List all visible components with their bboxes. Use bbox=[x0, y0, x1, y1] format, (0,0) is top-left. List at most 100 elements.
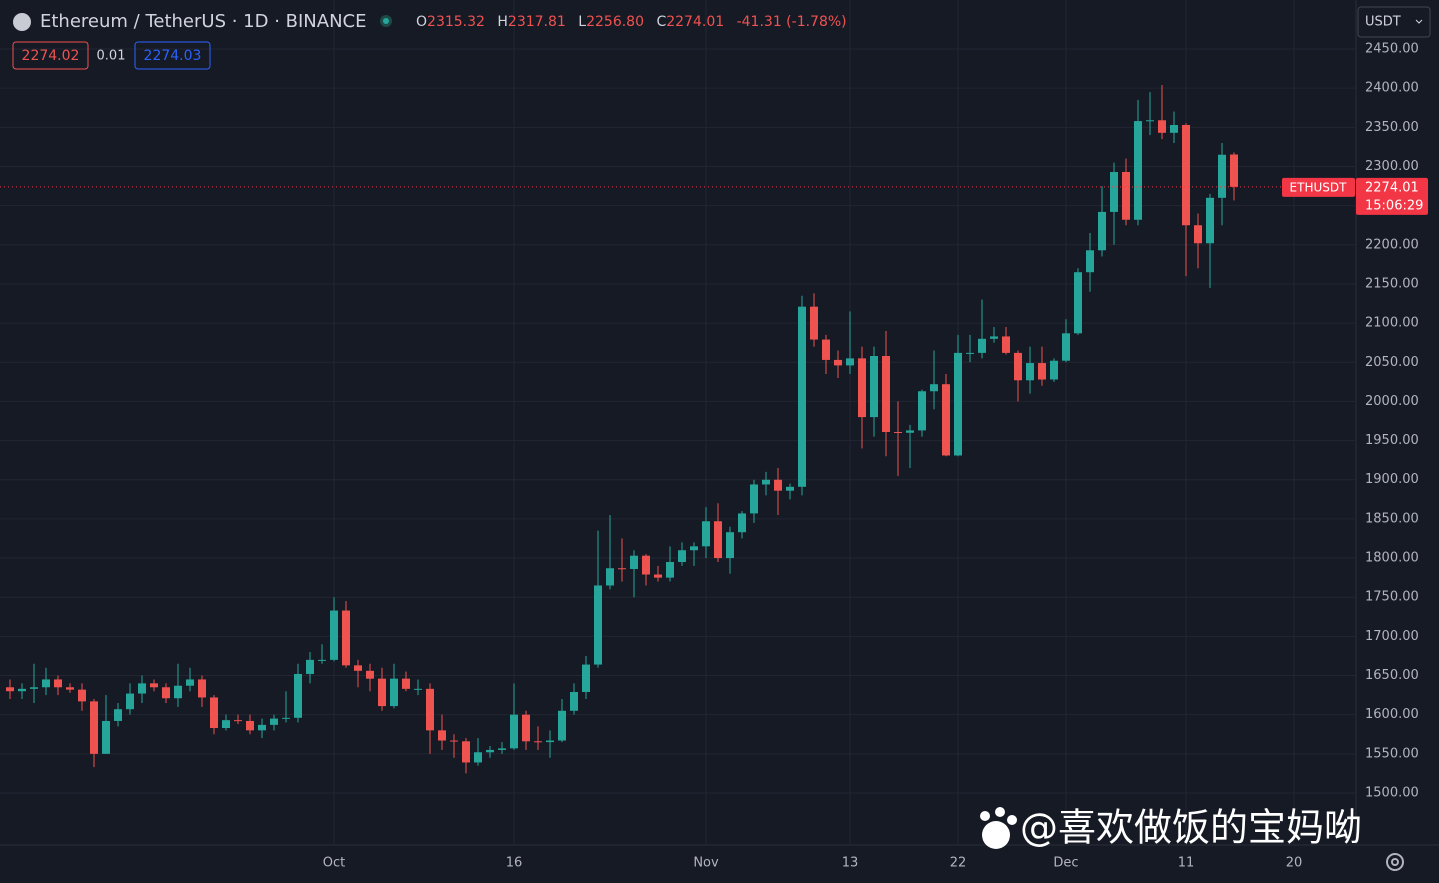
y-tick-label: 1650.00 bbox=[1365, 668, 1419, 683]
ohlc-value: 2274.01 bbox=[666, 14, 724, 30]
candle-body bbox=[1134, 121, 1142, 220]
candle-body bbox=[582, 664, 590, 692]
candle-body bbox=[474, 752, 482, 763]
candle-body bbox=[822, 339, 830, 360]
candle-body bbox=[990, 336, 998, 339]
candle-body bbox=[798, 306, 806, 487]
x-tick-label: 13 bbox=[842, 856, 859, 871]
candle-body bbox=[66, 687, 74, 690]
paw-icon bbox=[982, 821, 1010, 849]
candle-body bbox=[1050, 360, 1058, 380]
candle-body bbox=[162, 687, 170, 699]
candle-body bbox=[702, 521, 710, 547]
candle-body bbox=[270, 718, 278, 725]
candle-body bbox=[762, 479, 770, 485]
candle-body bbox=[774, 479, 782, 491]
candle-body bbox=[18, 688, 26, 692]
candle-body bbox=[1038, 363, 1046, 380]
candle-body bbox=[1146, 120, 1154, 122]
candle-body bbox=[138, 683, 146, 694]
candle-body bbox=[54, 679, 62, 688]
candle-body bbox=[1002, 336, 1010, 353]
y-tick-label: 2100.00 bbox=[1365, 316, 1419, 331]
currency-dropdown[interactable] bbox=[1357, 6, 1431, 38]
settings-icon[interactable] bbox=[1386, 853, 1404, 871]
candle-body bbox=[666, 561, 674, 578]
grid bbox=[0, 0, 1356, 845]
candle-body bbox=[606, 568, 614, 586]
countdown: 15:06:29 bbox=[1365, 198, 1423, 213]
x-tick-label: 20 bbox=[1286, 856, 1303, 871]
bid-price: 2274.02 bbox=[22, 48, 80, 64]
ohlc-value: 2317.81 bbox=[508, 14, 566, 30]
x-tick-label: 16 bbox=[506, 856, 523, 871]
y-tick-label: 1700.00 bbox=[1365, 629, 1419, 644]
candle-body bbox=[402, 678, 410, 689]
candle-body bbox=[222, 720, 230, 728]
ohlc-label: L bbox=[578, 14, 586, 30]
candle-body bbox=[150, 683, 158, 688]
candle-body bbox=[1086, 250, 1094, 273]
candle-body bbox=[678, 550, 686, 562]
candle-body bbox=[882, 356, 890, 432]
candle-body bbox=[186, 679, 194, 686]
y-tick-label: 1900.00 bbox=[1365, 472, 1419, 487]
candle-body bbox=[30, 687, 38, 689]
candle-body bbox=[726, 532, 734, 559]
candle-body bbox=[114, 709, 122, 721]
candle-body bbox=[354, 665, 362, 671]
candle-body bbox=[1026, 363, 1034, 381]
candle-body bbox=[870, 356, 878, 418]
y-tick-label: 2200.00 bbox=[1365, 237, 1419, 252]
candle-body bbox=[558, 710, 566, 741]
ohlc-label: O bbox=[416, 14, 427, 30]
y-tick-label: 1750.00 bbox=[1365, 590, 1419, 605]
candle-body bbox=[78, 689, 86, 702]
paw-toe bbox=[1007, 815, 1017, 825]
candle-body bbox=[654, 574, 662, 578]
buy-button[interactable] bbox=[134, 41, 211, 70]
candle-body bbox=[966, 352, 974, 354]
candle-body bbox=[1158, 120, 1166, 133]
candle-body bbox=[618, 568, 626, 570]
candle-body bbox=[318, 659, 326, 661]
candle-body bbox=[1122, 171, 1130, 220]
candle-body bbox=[906, 430, 914, 433]
candle-body bbox=[90, 701, 98, 754]
candle-body bbox=[438, 730, 446, 741]
candle-body bbox=[342, 610, 350, 666]
ohlc-label: H bbox=[497, 14, 508, 30]
y-tick-label: 2450.00 bbox=[1365, 42, 1419, 57]
candle-body bbox=[642, 555, 650, 575]
candle-body bbox=[414, 688, 422, 690]
ask-price: 2274.03 bbox=[144, 48, 202, 64]
candle-body bbox=[258, 724, 266, 731]
candle-body bbox=[858, 358, 866, 418]
y-tick-label: 1850.00 bbox=[1365, 511, 1419, 526]
y-tick-label: 1600.00 bbox=[1365, 707, 1419, 722]
gear-center bbox=[1391, 858, 1399, 866]
candle-body bbox=[462, 741, 470, 763]
candle-body bbox=[918, 391, 926, 431]
candles bbox=[6, 85, 1238, 774]
y-tick-label: 1550.00 bbox=[1365, 746, 1419, 761]
symbol-icon[interactable] bbox=[13, 13, 31, 31]
candle-body bbox=[450, 740, 458, 742]
candle-body bbox=[630, 555, 638, 570]
candle-body bbox=[1194, 225, 1202, 244]
candle-body bbox=[126, 693, 134, 710]
symbol-title[interactable]: Ethereum / TetherUS · 1D · BINANCE bbox=[40, 11, 366, 32]
y-tick-label: 2050.00 bbox=[1365, 355, 1419, 370]
sell-button[interactable] bbox=[12, 41, 89, 70]
y-tick-label: 2000.00 bbox=[1365, 394, 1419, 409]
y-tick-label: 2350.00 bbox=[1365, 120, 1419, 135]
candle-body bbox=[594, 585, 602, 665]
candle-body bbox=[978, 338, 986, 353]
candle-body bbox=[498, 748, 506, 750]
candle-body bbox=[570, 691, 578, 711]
candle-body bbox=[486, 749, 494, 753]
x-tick-label: 22 bbox=[950, 856, 967, 871]
candle-body bbox=[198, 679, 206, 698]
x-tick-label: Nov bbox=[693, 856, 719, 871]
